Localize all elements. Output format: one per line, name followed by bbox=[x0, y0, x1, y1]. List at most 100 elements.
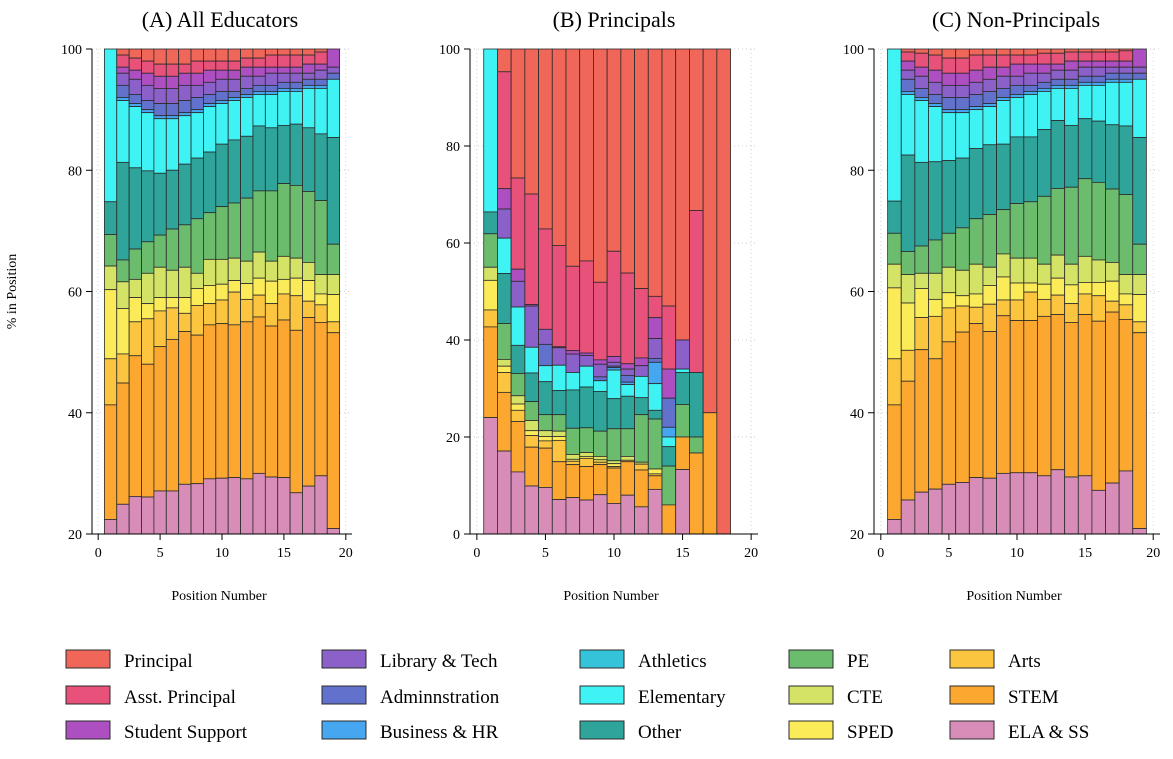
legend-swatch bbox=[321, 685, 367, 705]
bar-arts-pos-10 bbox=[215, 299, 229, 325]
bars bbox=[103, 48, 341, 535]
bar-sped-pos-3 bbox=[510, 403, 526, 411]
bar-sped-pos-4 bbox=[524, 430, 539, 436]
bar-pe-pos-3 bbox=[510, 373, 526, 397]
bar-library-tech-pos-9 bbox=[996, 75, 1011, 89]
bar-sped-pos-6 bbox=[955, 295, 970, 307]
bar-ela-ss-pos-9 bbox=[203, 478, 217, 535]
bar-principal-pos-17 bbox=[702, 48, 718, 414]
bar-library-tech-pos-12 bbox=[240, 75, 254, 89]
bar-asst-principal-pos-10 bbox=[1009, 54, 1025, 65]
bar-library-tech-pos-5 bbox=[941, 84, 957, 98]
bar-pe-pos-19 bbox=[1132, 243, 1147, 275]
bar-adminnstration-pos-12 bbox=[1037, 81, 1052, 89]
bar-adminnstration-pos-10 bbox=[1009, 84, 1025, 95]
bar-stem-pos-14 bbox=[661, 504, 677, 535]
bar-ela-ss-pos-13 bbox=[1050, 469, 1066, 535]
bar-principal-pos-13 bbox=[252, 48, 266, 59]
bar-arts-pos-15 bbox=[277, 293, 291, 321]
bar-pe-pos-3 bbox=[128, 248, 142, 280]
bar-elementary-pos-15 bbox=[675, 368, 690, 373]
bar-asst-principal-pos-14 bbox=[1064, 51, 1079, 62]
bar-sped-pos-3 bbox=[128, 297, 142, 323]
bar-sped-pos-16 bbox=[1091, 282, 1106, 297]
bar-sped-pos-2 bbox=[497, 365, 512, 373]
bar-elementary-pos-7 bbox=[178, 115, 192, 165]
bar-business-hr-pos-6 bbox=[165, 115, 180, 120]
bar-library-tech-pos-8 bbox=[579, 355, 594, 367]
legend-swatch bbox=[579, 720, 625, 740]
bar-principal-pos-8 bbox=[982, 48, 997, 56]
bar-library-tech-pos-3 bbox=[510, 280, 526, 308]
bar-business-hr-pos-18 bbox=[1118, 78, 1134, 83]
x-tick-label: 20 bbox=[339, 546, 353, 561]
legend-label: SPED bbox=[847, 722, 893, 743]
bar-asst-principal-pos-6 bbox=[165, 63, 180, 77]
bar-stem-pos-13 bbox=[1050, 314, 1066, 471]
bar-cte-pos-12 bbox=[240, 260, 254, 285]
legend-swatch bbox=[65, 685, 111, 705]
bar-arts-pos-17 bbox=[302, 300, 316, 318]
bar-stem-pos-12 bbox=[1037, 315, 1052, 477]
bar-elementary-pos-17 bbox=[302, 88, 316, 129]
bar-sped-pos-17 bbox=[1105, 280, 1120, 302]
bar-principal-pos-3 bbox=[128, 48, 142, 59]
bar-elementary-pos-2 bbox=[900, 94, 916, 156]
bar-arts-pos-19 bbox=[326, 321, 341, 334]
bar-arts-pos-11 bbox=[1023, 291, 1038, 321]
bar-asst-principal-pos-4 bbox=[524, 193, 539, 306]
bar-cte-pos-1 bbox=[483, 266, 498, 281]
bar-principal-pos-17 bbox=[1105, 48, 1120, 53]
bar-library-tech-pos-15 bbox=[1077, 66, 1093, 77]
bar-cte-pos-11 bbox=[1023, 257, 1038, 284]
bar-asst-principal-pos-5 bbox=[153, 63, 167, 77]
bar-cte-pos-10 bbox=[606, 460, 622, 465]
bar-sped-pos-10 bbox=[215, 283, 229, 301]
bar-adminnstration-pos-16 bbox=[1091, 75, 1106, 83]
bar-elementary-pos-4 bbox=[141, 112, 155, 172]
bar-asst-principal-pos-11 bbox=[1023, 54, 1038, 65]
bar-business-hr-pos-16 bbox=[1091, 81, 1106, 86]
bar-cte-pos-17 bbox=[302, 261, 316, 281]
bar-library-tech-pos-2 bbox=[900, 69, 916, 80]
legend-label: PE bbox=[847, 651, 869, 672]
bar-principal-pos-15 bbox=[675, 48, 690, 341]
bar-principal-pos-11 bbox=[1023, 48, 1038, 56]
bar-cte-pos-9 bbox=[593, 455, 608, 461]
panel-title: (A) All Educators bbox=[142, 7, 298, 32]
bar-arts-pos-5 bbox=[153, 310, 167, 348]
bar-adminnstration-pos-7 bbox=[178, 100, 192, 114]
bar-library-tech-pos-10 bbox=[1009, 75, 1025, 86]
bar-pe-pos-6 bbox=[955, 227, 970, 271]
legend-item-library-tech: Library & Tech bbox=[321, 649, 498, 672]
y-tick-label: 80 bbox=[850, 164, 864, 179]
bars bbox=[887, 48, 1147, 535]
bar-other-pos-16 bbox=[289, 123, 303, 186]
bar-adminnstration-pos-5 bbox=[941, 97, 957, 111]
bar-adminnstration-pos-14 bbox=[264, 84, 279, 92]
bar-asst-principal-pos-2 bbox=[497, 71, 512, 190]
bar-adminnstration-pos-8 bbox=[190, 97, 204, 111]
bar-elementary-pos-11 bbox=[620, 384, 635, 397]
bar-stem-pos-1 bbox=[103, 404, 118, 520]
legend-label: Athletics bbox=[638, 651, 707, 672]
bar-stem-pos-2 bbox=[116, 382, 130, 505]
bar-business-hr-pos-10 bbox=[215, 100, 229, 104]
bar-student-support-pos-18 bbox=[1118, 60, 1134, 68]
bar-other-pos-15 bbox=[277, 124, 291, 184]
bar-arts-pos-4 bbox=[524, 435, 539, 448]
y-tick-label: 80 bbox=[446, 140, 460, 155]
bar-pe-pos-15 bbox=[1077, 178, 1093, 257]
bar-stem-pos-13 bbox=[252, 316, 266, 474]
bar-asst-principal-pos-4 bbox=[141, 60, 155, 74]
bar-business-hr-pos-17 bbox=[302, 84, 316, 89]
legend-label: CTE bbox=[847, 687, 883, 708]
bar-library-tech-pos-11 bbox=[620, 368, 635, 376]
legend-item-other: Other bbox=[579, 720, 682, 743]
bar-stem-pos-18 bbox=[314, 322, 328, 477]
bar-library-tech-pos-9 bbox=[203, 81, 217, 95]
bar-pe-pos-14 bbox=[1064, 186, 1079, 265]
bar-principal-pos-5 bbox=[153, 48, 167, 65]
bar-arts-pos-1 bbox=[103, 358, 118, 406]
legend-label: Student Support bbox=[124, 722, 248, 743]
